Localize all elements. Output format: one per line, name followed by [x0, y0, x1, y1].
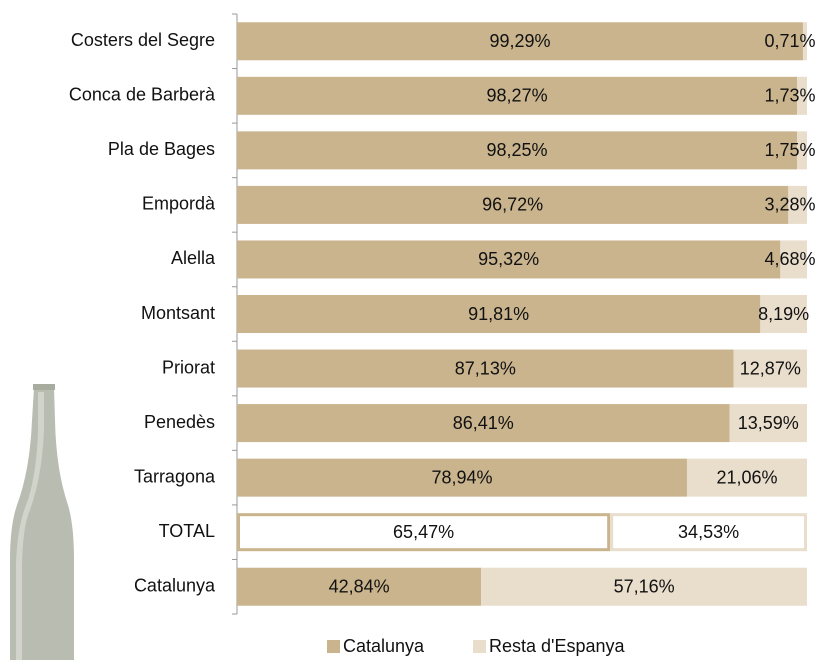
category-label: Alella: [171, 248, 216, 268]
value-label: 86,41%: [453, 413, 514, 433]
value-label: 8,19%: [758, 304, 809, 324]
value-label: 65,47%: [393, 522, 454, 542]
value-label: 91,81%: [468, 304, 529, 324]
bar-segment: [237, 567, 482, 606]
category-label: Tarragona: [134, 466, 216, 486]
bar-segment: [760, 295, 807, 333]
value-label: 12,87%: [740, 358, 801, 378]
bar-segment: [802, 22, 807, 61]
category-label: Pla de Bages: [108, 139, 215, 159]
legend-swatch: [473, 640, 486, 653]
legend-swatch: [327, 640, 340, 653]
bar-segment: [686, 458, 807, 497]
bar-segment: [237, 76, 798, 115]
bar-segment: [729, 404, 807, 443]
category-label: Montsant: [141, 303, 215, 323]
bar-segment: [237, 240, 781, 279]
bar-segment: [481, 567, 807, 606]
bar-segment: [237, 22, 803, 61]
bar-segment: [788, 185, 807, 224]
value-label: 0,71%: [764, 31, 815, 51]
bar-segment: [237, 513, 611, 552]
value-label: 57,16%: [614, 576, 675, 596]
value-label: 34,53%: [678, 522, 739, 542]
bar-segment: [237, 185, 789, 224]
value-label: 13,59%: [738, 413, 799, 433]
bar-segment: [797, 131, 807, 170]
value-label: 3,28%: [764, 195, 815, 215]
category-label: Priorat: [162, 357, 215, 377]
bar-segment: [733, 349, 807, 388]
value-label: 4,68%: [764, 249, 815, 269]
category-label: TOTAL: [159, 521, 215, 541]
category-label: Catalunya: [134, 575, 216, 595]
value-label: 42,84%: [329, 576, 390, 596]
bar-segment: [237, 404, 730, 443]
value-label: 21,06%: [716, 467, 777, 487]
bottle-illustration: [10, 384, 74, 660]
bar-segment: [237, 131, 798, 170]
value-label: 1,73%: [764, 86, 815, 106]
bar-segment: [780, 240, 807, 279]
value-label: 95,32%: [478, 249, 539, 269]
category-label: Conca de Barberà: [69, 85, 216, 105]
legend-label: Resta d'Espanya: [489, 636, 626, 656]
category-label: Penedès: [144, 412, 215, 432]
value-label: 99,29%: [489, 31, 550, 51]
value-label: 87,13%: [455, 358, 516, 378]
category-label: Empordà: [142, 194, 216, 214]
category-label: Costers del Segre: [71, 30, 215, 50]
value-label: 98,27%: [487, 86, 548, 106]
value-label: 78,94%: [431, 467, 492, 487]
legend-label: Catalunya: [343, 636, 425, 656]
bar-segment: [237, 458, 687, 497]
bar-segment: [610, 513, 808, 552]
value-label: 98,25%: [486, 140, 547, 160]
bar-segment: [797, 76, 807, 115]
bar-segment: [237, 295, 761, 333]
value-label: 1,75%: [764, 140, 815, 160]
bar-segment: [237, 349, 734, 388]
value-label: 96,72%: [482, 195, 543, 215]
